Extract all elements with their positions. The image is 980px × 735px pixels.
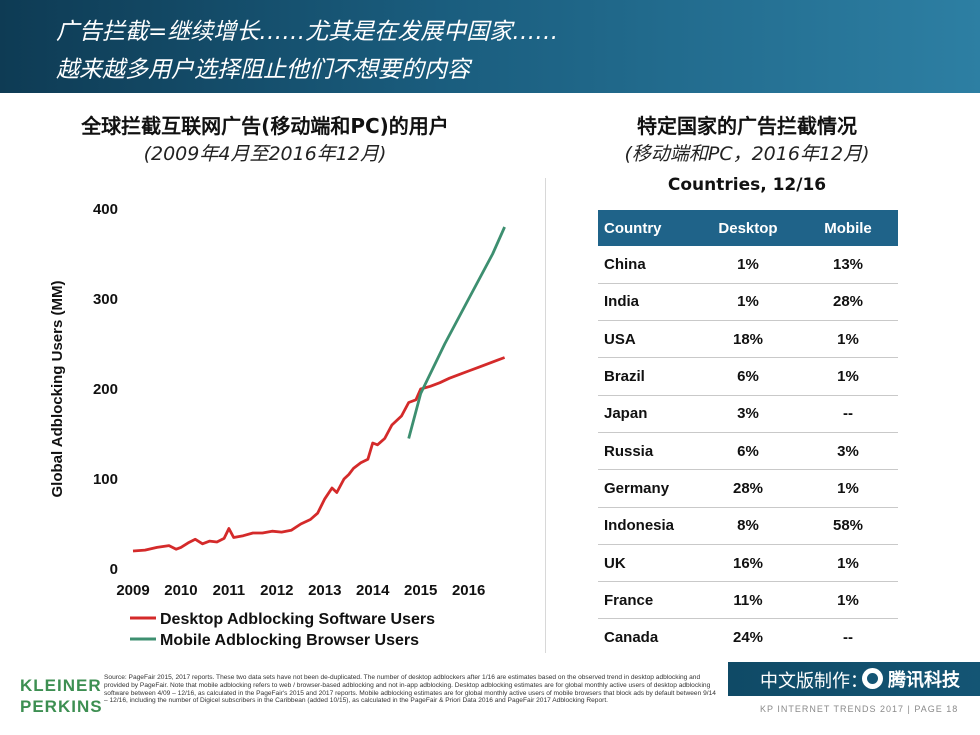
header-country: Country <box>598 210 698 246</box>
cell-desktop: 8% <box>698 507 798 545</box>
table-header-row: Country Desktop Mobile <box>598 210 898 246</box>
cell-mobile: 13% <box>798 246 898 284</box>
cell-country: USA <box>598 320 698 359</box>
cell-country: UK <box>598 544 698 583</box>
header-title-line-1: 广告拦截=继续增长……尤其是在发展中国家…… <box>56 19 559 45</box>
y-tick-label: 100 <box>93 471 118 488</box>
header-mobile: Mobile <box>798 210 898 246</box>
table-row: Germany 28% 1% <box>598 469 898 508</box>
cell-desktop: 11% <box>698 581 798 620</box>
cell-mobile: 28% <box>798 283 898 322</box>
y-tick-label: 0 <box>110 561 118 578</box>
header-title-line-2: 越来越多用户选择阻止他们不想要的内容 <box>56 57 470 83</box>
table-subtitle: (移动端和PC，2016年12月) <box>624 143 870 165</box>
cell-desktop: 6% <box>698 357 798 396</box>
badge-brand: 腾讯科技 <box>888 670 960 691</box>
badge-label: 中文版制作： <box>760 671 868 692</box>
countries-table: Country Desktop Mobile China 1% 13% India 1%… <box>598 210 898 656</box>
table-row: Brazil 6% 1% <box>598 357 898 396</box>
y-tick-label: 200 <box>93 381 118 398</box>
table-row: Indonesia 8% 58% <box>598 507 898 545</box>
cell-mobile: -- <box>843 629 853 647</box>
cell-country: China <box>598 246 698 284</box>
cell-mobile: 1% <box>798 544 898 583</box>
table-row: Canada 24% -- <box>598 619 898 656</box>
cell-desktop: 24% <box>732 629 764 647</box>
desktop-series-line <box>132 356 506 553</box>
cell-desktop: 16% <box>698 544 798 583</box>
cell-country: India <box>598 283 698 322</box>
header-banner: 广告拦截=继续增长……尤其是在发展中国家…… 越来越多用户选择阻止他们不想要的内… <box>0 0 980 93</box>
y-axis-label: Global Adblocking Users (MM) <box>49 281 66 498</box>
cell-desktop: 18% <box>698 320 798 359</box>
x-tick-label: 2014 <box>356 582 390 599</box>
cell-country: Canada <box>604 629 659 647</box>
cell-mobile: 1% <box>798 320 898 359</box>
perkins-logo-text: PERKINS <box>20 697 103 716</box>
x-tick-label: 2010 <box>164 582 197 599</box>
cell-desktop: 3% <box>698 395 798 433</box>
table-caption: Countries, 12/16 <box>667 175 827 195</box>
x-tick-label: 2016 <box>452 582 485 599</box>
x-tick-label: 2011 <box>213 582 246 599</box>
y-tick-label: 300 <box>93 291 118 308</box>
legend-desktop-label: Desktop Adblocking Software Users <box>160 611 435 628</box>
x-tick-label: 2009 <box>116 582 149 599</box>
cell-country: Japan <box>598 395 698 433</box>
cell-country: Germany <box>598 469 698 508</box>
table-title: 特定国家的广告拦截情况 <box>637 114 857 138</box>
cell-mobile: 1% <box>798 357 898 396</box>
chart-subtitle: (2009年4月至2016年12月) <box>143 143 387 165</box>
cell-mobile: -- <box>798 395 898 433</box>
table-row: Japan 3% -- <box>598 395 898 433</box>
cell-desktop: 1% <box>698 246 798 284</box>
table-row: India 1% 28% <box>598 283 898 322</box>
translation-badge: 中文版制作： 腾讯科技 <box>728 662 980 696</box>
x-tick-label: 2013 <box>308 582 341 599</box>
cell-desktop: 28% <box>698 469 798 508</box>
kleiner-logo-text: KLEINER <box>20 676 102 695</box>
cell-mobile: 58% <box>798 507 898 545</box>
cell-desktop: 6% <box>698 432 798 471</box>
adblocking-users-chart: 0 100 200 300 400 2009 2010 2011 2012 2013 2014 201… <box>49 201 506 649</box>
cell-mobile: 1% <box>798 581 898 620</box>
cell-country: Indonesia <box>598 507 698 545</box>
cell-mobile: 1% <box>798 469 898 508</box>
cell-mobile: 3% <box>798 432 898 471</box>
legend-mobile-label: Mobile Adblocking Browser Users <box>160 632 419 649</box>
table-row: Russia 6% 3% <box>598 432 898 471</box>
table-row: UK 16% 1% <box>598 544 898 583</box>
source-note: Source: PageFair 2015, 2017 reports. The… <box>104 674 716 705</box>
table-row: France 11% 1% <box>598 581 898 620</box>
table-row: USA 18% 1% <box>598 320 898 359</box>
cell-country: Russia <box>598 432 698 471</box>
header-desktop: Desktop <box>698 210 798 246</box>
cell-country: France <box>598 581 698 620</box>
chart-title: 全球拦截互联网广告(移动端和PC)的用户 <box>81 114 449 138</box>
tencent-logo-icon <box>862 668 883 689</box>
page-footer: KP INTERNET TRENDS 2017 | PAGE 18 <box>760 704 959 714</box>
mobile-series-line <box>407 226 506 439</box>
section-divider <box>545 178 546 653</box>
x-tick-label: 2015 <box>404 582 437 599</box>
table-row: China 1% 13% <box>598 246 898 284</box>
cell-desktop: 1% <box>698 283 798 322</box>
cell-country: Brazil <box>598 357 698 396</box>
x-tick-label: 2012 <box>260 582 293 599</box>
y-tick-label: 400 <box>93 201 118 218</box>
